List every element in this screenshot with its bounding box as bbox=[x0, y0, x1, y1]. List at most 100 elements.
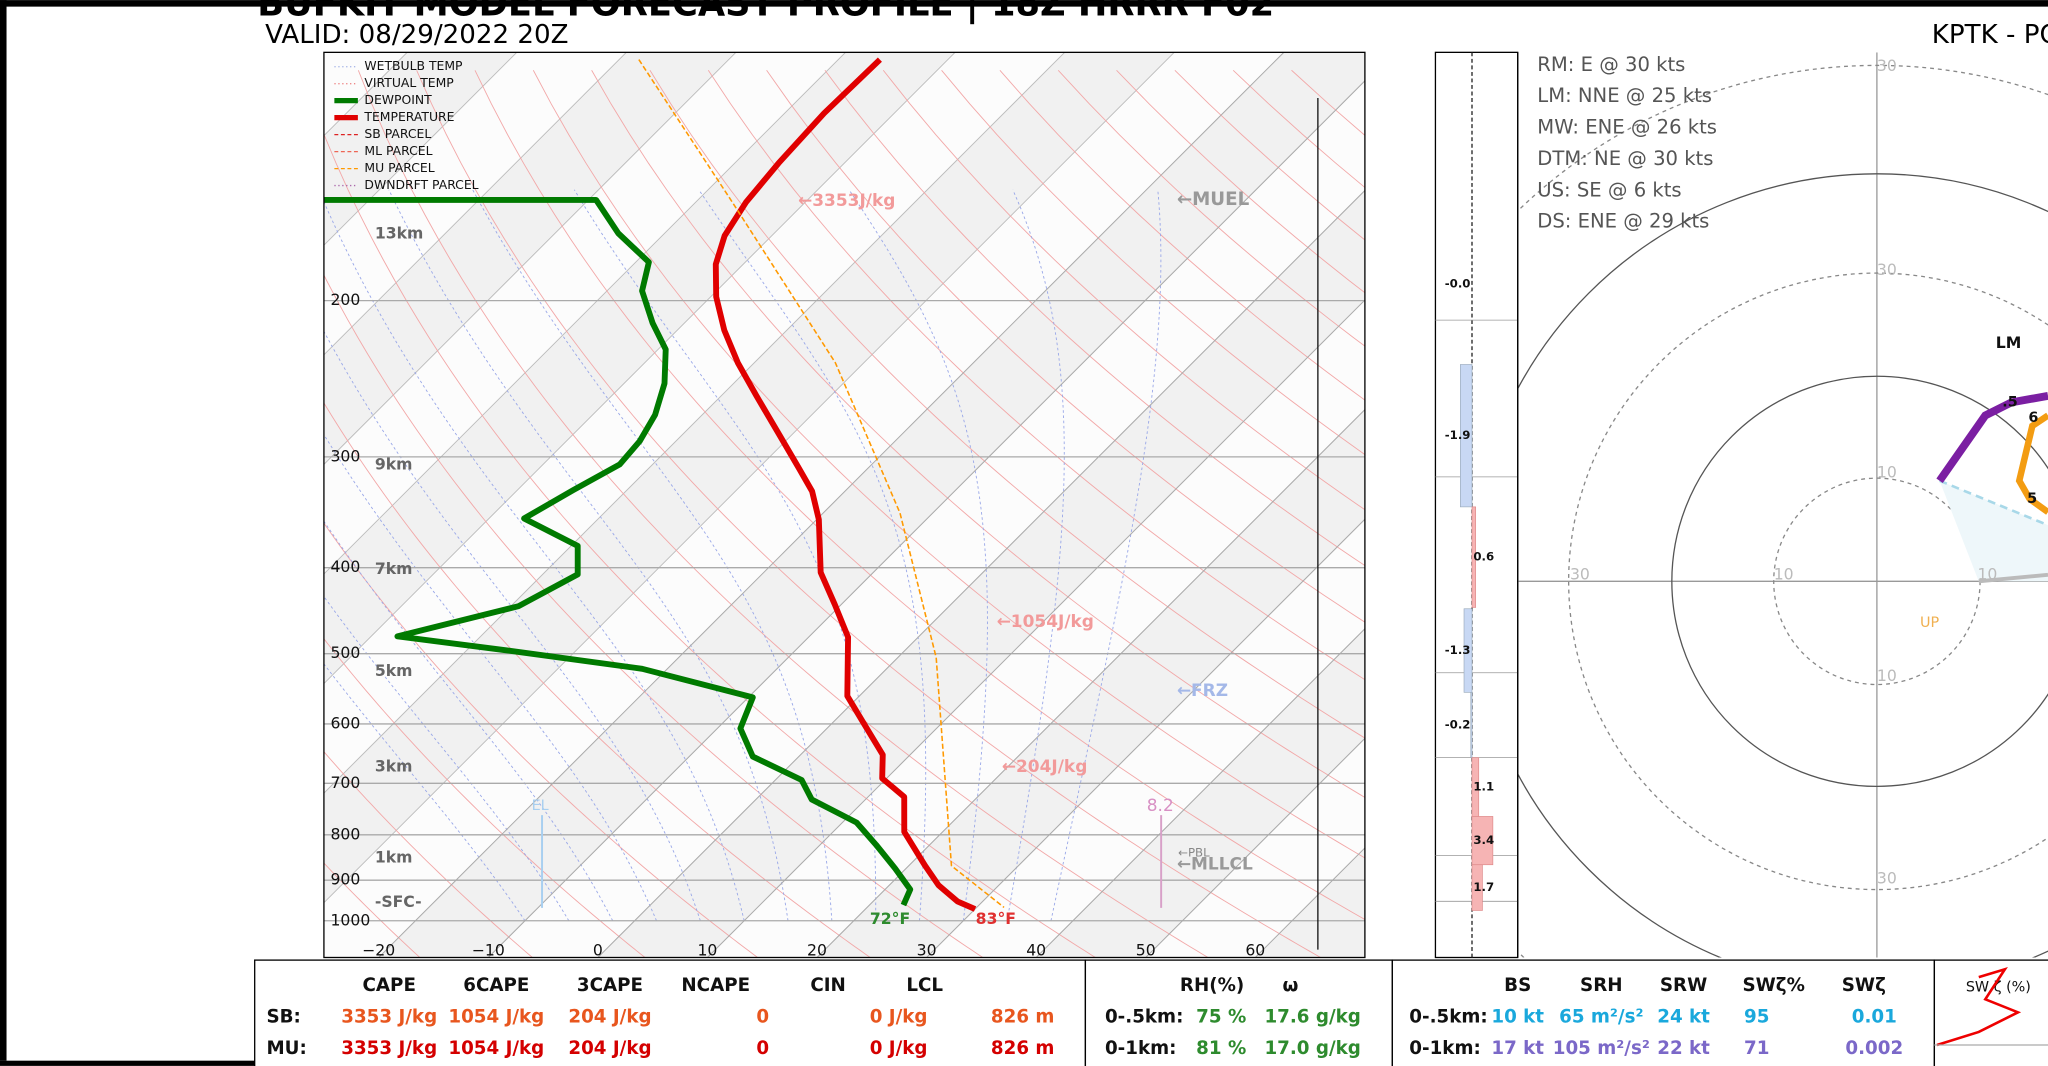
moist-adiabat bbox=[323, 200, 745, 921]
ring-label: 30 bbox=[1877, 869, 1897, 888]
dry-adiabat bbox=[323, 402, 871, 958]
th: SWζ% bbox=[1743, 975, 1805, 996]
hodo-ring bbox=[1517, 173, 2048, 958]
dry-adiabat bbox=[323, 274, 984, 958]
th: 6CAPE bbox=[463, 975, 529, 996]
ring-label: 30 bbox=[1877, 56, 1897, 75]
surface-dewpoint: 72°F bbox=[870, 909, 910, 928]
valid-time: VALID: 08/29/2022 20Z bbox=[265, 20, 568, 50]
annotation: ←PBL bbox=[1178, 846, 1210, 860]
hodo-trace bbox=[1936, 391, 2048, 484]
y-tick-label: 900 bbox=[330, 870, 360, 889]
annotation: EL bbox=[532, 798, 549, 814]
cell: 22 kt bbox=[1657, 1038, 1710, 1059]
cell: 3353 J/kg bbox=[341, 1038, 437, 1059]
table-frame bbox=[254, 959, 1087, 1066]
motion: DS: ENE @ 29 kts bbox=[1537, 210, 1709, 233]
cell: 204 J/kg bbox=[568, 1007, 651, 1028]
row-label: SB: bbox=[266, 1007, 300, 1028]
cell: 95 bbox=[1744, 1007, 1769, 1028]
x-tick-label: 0 bbox=[593, 940, 603, 959]
th: ω bbox=[1283, 975, 1299, 996]
moist-adiabat bbox=[323, 595, 570, 922]
height-label: 5km bbox=[375, 661, 413, 680]
y-tick-label: 300 bbox=[330, 446, 360, 465]
ring-label: 10 bbox=[1977, 564, 1997, 583]
y-tick-label: 600 bbox=[330, 713, 360, 732]
dry-adiabat bbox=[591, 70, 1365, 798]
legend-label: TEMPERATURE bbox=[363, 109, 454, 124]
x-tick-label: 50 bbox=[1136, 940, 1156, 959]
dry-adiabat bbox=[323, 522, 758, 958]
moist-adiabat bbox=[848, 189, 988, 921]
parameter-tables: CAPE 6CAPE 3CAPE NCAPE CIN LCL RH(%) ω B… bbox=[254, 959, 2048, 1066]
dry-adiabat bbox=[941, 69, 1365, 456]
height-label: 13km bbox=[375, 223, 424, 242]
swz-trace bbox=[1936, 966, 2022, 1047]
legend-label: ML PARCEL bbox=[364, 143, 432, 158]
annotation: ←1054J/kg bbox=[997, 612, 1094, 632]
strip-label: -0.2 bbox=[1445, 718, 1471, 732]
x-tick-label: 20 bbox=[807, 940, 827, 959]
strip-bar bbox=[1470, 692, 1473, 758]
hodo-label: LM bbox=[1996, 333, 2022, 352]
th: RH(%) bbox=[1180, 975, 1244, 996]
strip-bar bbox=[1463, 608, 1473, 693]
y-tick-label: 1000 bbox=[330, 910, 370, 929]
title: BUFKIT MODEL FORECAST PROFILE | 18Z HRRR… bbox=[257, 0, 1274, 24]
dry-adiabat bbox=[323, 638, 646, 958]
hodo-label: 5 bbox=[2027, 491, 2037, 507]
th: LCL bbox=[906, 975, 943, 996]
surface-temp: 83°F bbox=[976, 909, 1016, 928]
th: SRH bbox=[1580, 975, 1623, 996]
th: BS bbox=[1504, 975, 1531, 996]
strip-bar bbox=[1471, 506, 1477, 608]
y-tick-label: 400 bbox=[330, 557, 360, 576]
legend-label: VIRTUAL TEMP bbox=[364, 75, 454, 90]
strip-label: -1.9 bbox=[1445, 428, 1471, 442]
bottom-border bbox=[0, 1060, 255, 1066]
isotherm bbox=[1035, 628, 1365, 958]
isotherm bbox=[487, 80, 1365, 958]
dry-adiabat bbox=[323, 751, 533, 958]
x-tick-label: 40 bbox=[1026, 940, 1046, 959]
hodo-label: UP bbox=[1920, 615, 1940, 631]
hodo-trace bbox=[2015, 412, 2048, 515]
dry-adiabat bbox=[707, 70, 1365, 681]
cell: 24 kt bbox=[1657, 1007, 1710, 1028]
isotherm bbox=[323, 52, 627, 356]
legend-label: SB PARCEL bbox=[364, 126, 431, 141]
cell: 0 bbox=[756, 1038, 769, 1059]
cell: 0 bbox=[756, 1007, 769, 1028]
legend-label: WETBULB TEMP bbox=[364, 58, 463, 73]
isotherm bbox=[323, 52, 846, 575]
profile bbox=[712, 57, 977, 912]
cell: 71 bbox=[1744, 1038, 1769, 1059]
isotherm bbox=[926, 518, 1365, 958]
strip-label: 0.6 bbox=[1473, 550, 1494, 564]
moist-adiabat bbox=[472, 189, 833, 921]
strip-bar bbox=[1460, 364, 1473, 508]
row-label: MU: bbox=[266, 1038, 306, 1059]
ring-label: 10 bbox=[1877, 462, 1897, 481]
isotherm bbox=[816, 408, 1365, 958]
dry-adiabat bbox=[766, 70, 1365, 623]
strip-label: 1.1 bbox=[1473, 780, 1494, 794]
strip-bar bbox=[1471, 864, 1483, 911]
y-tick-label: 500 bbox=[330, 643, 360, 662]
annotation: ←MLLCL bbox=[1177, 855, 1253, 875]
hodograph bbox=[1517, 52, 2048, 958]
row-label: 0-.5km: bbox=[1105, 1007, 1183, 1028]
vorticity-strip: -0.0 -1.9 0.6 -1.3 -0.2 1.1 3.4 1.7 bbox=[1434, 51, 1519, 959]
strip-label: 3.4 bbox=[1473, 833, 1494, 847]
row-label: 0-1km: bbox=[1105, 1038, 1176, 1059]
moist-adiabat bbox=[573, 189, 877, 921]
x-tick-label: −20 bbox=[362, 940, 395, 959]
annotation: ←FRZ bbox=[1177, 681, 1228, 701]
annotation: ←MUEL bbox=[1177, 189, 1250, 210]
dry-adiabat bbox=[357, 70, 1209, 958]
row-label: 0-.5km: bbox=[1409, 1007, 1487, 1028]
ring-label: 30 bbox=[1570, 564, 1590, 583]
isotherm bbox=[323, 52, 1066, 794]
row-label: 0-1km: bbox=[1409, 1038, 1480, 1059]
